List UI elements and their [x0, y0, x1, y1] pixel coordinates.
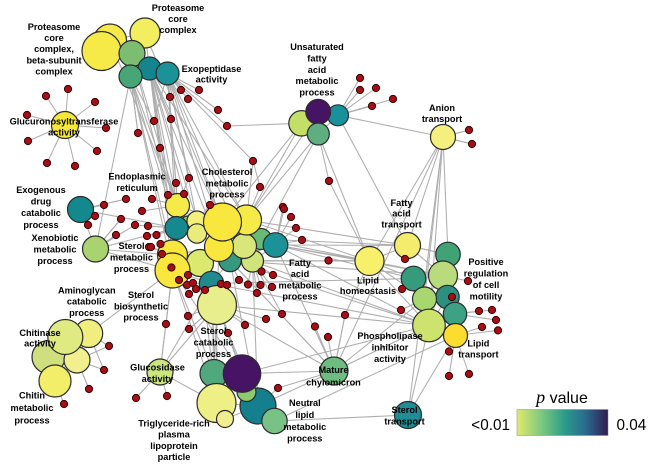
svg-text:complex,: complex, [34, 44, 74, 54]
svg-text:Xenobiotic: Xenobiotic [32, 233, 79, 243]
svg-text:Sterol: Sterol [118, 241, 144, 251]
svg-text:particle: particle [158, 452, 191, 462]
svg-text:transport: transport [458, 349, 498, 359]
svg-text:process: process [23, 220, 58, 230]
svg-text:activity: activity [24, 338, 57, 348]
svg-text:Proteasome: Proteasome [152, 3, 205, 13]
svg-text:catabolic: catabolic [67, 297, 107, 307]
svg-text:biosynthetic: biosynthetic [114, 301, 168, 311]
svg-text:chylomicron: chylomicron [306, 378, 361, 388]
svg-text:Sterol: Sterol [391, 405, 417, 415]
svg-text:Proteasome: Proteasome [28, 22, 81, 32]
svg-text:metabolic: metabolic [34, 245, 77, 255]
svg-text:Triglyceride-rich: Triglyceride-rich [138, 419, 210, 429]
svg-text:beta-subunit: beta-subunit [26, 55, 81, 65]
svg-text:p value: p value [534, 387, 588, 407]
svg-text:Unsaturated: Unsaturated [290, 42, 344, 52]
svg-text:regulation: regulation [464, 269, 509, 279]
svg-text:process: process [37, 256, 72, 266]
svg-text:Chitin: Chitin [19, 390, 45, 400]
svg-text:Positive: Positive [468, 257, 503, 267]
svg-text:Neutral: Neutral [289, 398, 321, 408]
svg-text:Endoplasmic: Endoplasmic [108, 172, 165, 182]
svg-text:activity: activity [374, 354, 407, 364]
svg-text:transport: transport [384, 417, 424, 427]
svg-text:metabolic: metabolic [279, 280, 322, 290]
svg-text:process: process [123, 313, 158, 323]
svg-text:Chitinase: Chitinase [19, 328, 60, 338]
svg-text:core: core [44, 33, 63, 43]
svg-text:process: process [282, 292, 317, 302]
svg-text:activity: activity [142, 374, 175, 384]
svg-text:Mature: Mature [318, 365, 348, 375]
svg-text:Glucosidase: Glucosidase [130, 363, 185, 373]
svg-text:metabolic: metabolic [110, 253, 153, 263]
svg-text:homeostasis: homeostasis [340, 286, 396, 296]
svg-text:Glucuronosyltransferase: Glucuronosyltransferase [10, 117, 119, 127]
svg-text:fatty: fatty [307, 53, 327, 63]
svg-text:Sterol: Sterol [128, 290, 154, 300]
svg-text:reticulum: reticulum [116, 183, 157, 193]
svg-text:inhibitor: inhibitor [372, 342, 409, 352]
svg-text:motility: motility [470, 292, 504, 302]
svg-text:lipoprotein: lipoprotein [150, 441, 198, 451]
svg-text:0.04: 0.04 [617, 417, 647, 434]
svg-text:acid: acid [392, 209, 410, 219]
svg-text:core: core [168, 14, 187, 24]
svg-text:metabolic: metabolic [206, 178, 249, 188]
svg-text:process: process [69, 308, 104, 318]
svg-text:metabolic: metabolic [296, 76, 339, 86]
svg-text:catabolic: catabolic [21, 208, 61, 218]
svg-text:drug: drug [31, 197, 51, 207]
svg-text:metabolic: metabolic [11, 403, 54, 413]
svg-text:of cell: of cell [473, 280, 500, 290]
svg-text:process: process [196, 349, 231, 359]
svg-text:transport: transport [422, 114, 462, 124]
svg-text:complex: complex [159, 25, 197, 35]
svg-text:Exopeptidase: Exopeptidase [182, 64, 242, 74]
svg-text:transport: transport [381, 219, 421, 229]
svg-text:Fatty: Fatty [289, 258, 312, 268]
svg-text:Exogenous: Exogenous [16, 185, 66, 195]
svg-text:acid: acid [308, 65, 326, 75]
svg-text:Lipid: Lipid [467, 339, 489, 349]
svg-text:process: process [287, 434, 322, 444]
svg-text:process: process [299, 88, 334, 98]
svg-text:Sterol: Sterol [200, 326, 226, 336]
svg-text:process: process [209, 190, 244, 200]
svg-text:Lipid: Lipid [357, 276, 379, 286]
svg-text:activity: activity [48, 128, 81, 138]
svg-text:Fatty: Fatty [391, 198, 414, 208]
svg-text:catabolic: catabolic [194, 338, 234, 348]
svg-text:process: process [14, 415, 49, 425]
svg-text:acid: acid [291, 269, 309, 279]
svg-text:Aminoglycan: Aminoglycan [58, 285, 116, 295]
svg-text:Phospholipase: Phospholipase [357, 331, 422, 341]
svg-text:process: process [114, 264, 149, 274]
svg-text:metabolic: metabolic [283, 422, 326, 432]
svg-text:plasma: plasma [158, 430, 191, 440]
svg-text:lipid: lipid [295, 410, 314, 420]
svg-text:complex: complex [35, 66, 73, 76]
svg-text:Anion: Anion [429, 103, 455, 113]
svg-text:Cholesterol: Cholesterol [202, 167, 253, 177]
svg-text:<0.01: <0.01 [471, 417, 510, 434]
svg-text:activity: activity [196, 75, 229, 85]
